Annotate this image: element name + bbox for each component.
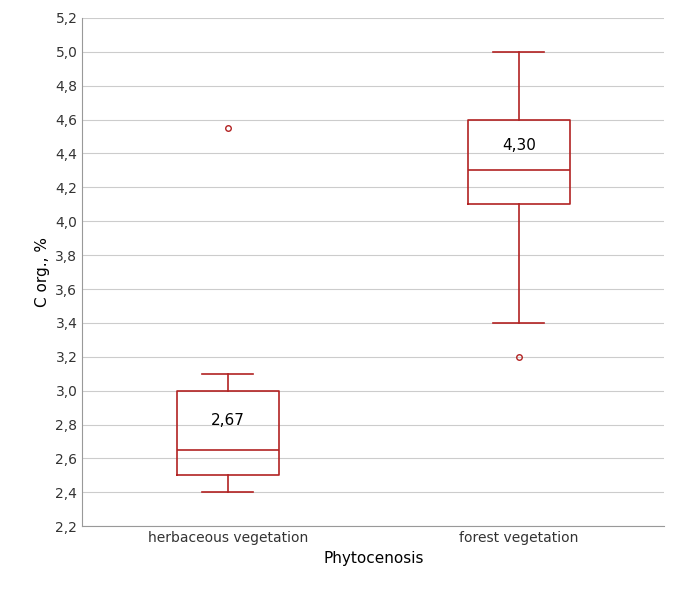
X-axis label: Phytocenosis: Phytocenosis <box>323 551 423 566</box>
Text: 2,67: 2,67 <box>211 413 245 428</box>
Text: 4,30: 4,30 <box>502 138 536 152</box>
Y-axis label: C org., %: C org., % <box>35 237 50 307</box>
